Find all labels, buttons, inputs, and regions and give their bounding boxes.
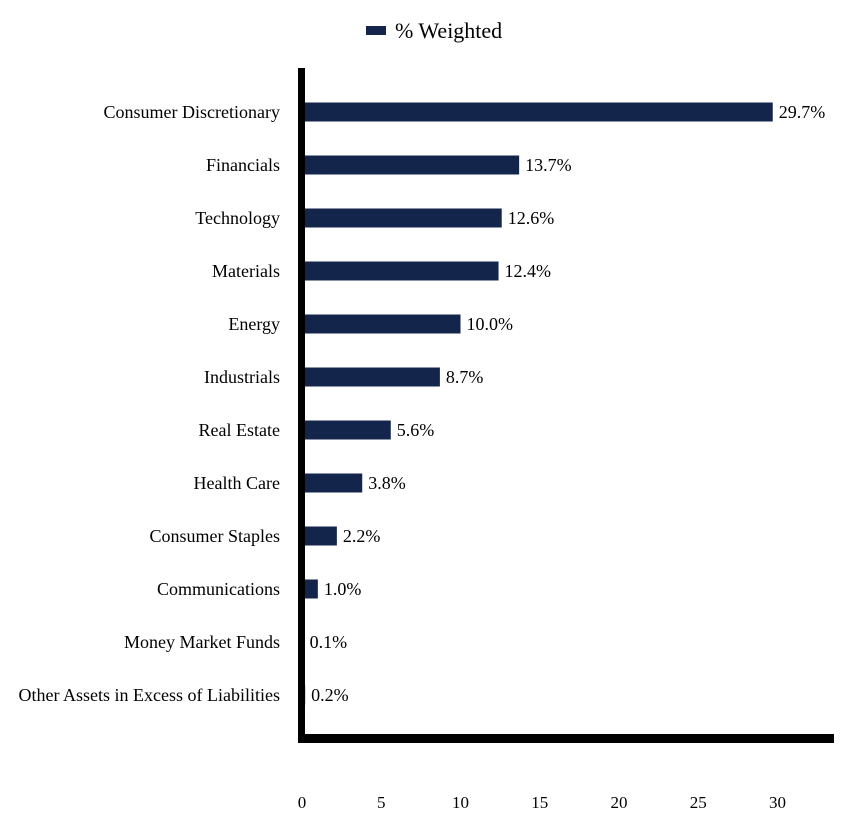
bars [302,102,773,705]
bar [302,208,502,228]
data-label: 2.2% [343,526,381,546]
bar [302,420,391,440]
data-label: 8.7% [446,367,484,387]
x-tick-label: 25 [690,793,707,812]
category-label: Energy [228,314,280,334]
data-label: 0.2% [311,685,349,705]
legend-label: % Weighted [395,18,502,43]
category-label: Money Market Funds [124,632,280,652]
legend-swatch [366,26,386,35]
category-label: Communications [157,579,280,599]
bar [302,314,461,334]
x-tick-label: 5 [377,793,386,812]
category-label: Technology [195,208,280,228]
category-label: Other Assets in Excess of Liabilities [19,685,280,705]
x-tick-label: 30 [769,793,786,812]
data-label: 10.0% [467,314,514,334]
category-label: Financials [206,155,280,175]
category-label: Consumer Discretionary [104,102,280,122]
x-tick-label: 10 [452,793,469,812]
x-tick-label: 20 [611,793,628,812]
data-label: 12.4% [505,261,552,281]
bar [302,579,318,599]
bar [302,102,773,122]
x-tick-label: 15 [531,793,548,812]
data-label: 13.7% [525,155,572,175]
data-label: 29.7% [779,102,826,122]
category-label: Materials [212,261,280,281]
category-label: Consumer Staples [150,526,281,546]
data-labels: 29.7% 13.7% 12.6% 12.4% 10.0% 8.7% 5.6% 3.8% 2.2… [310,102,826,705]
bar [302,367,440,387]
bar [302,155,520,175]
category-label: Health Care [194,473,280,493]
data-label: 0.1% [310,632,348,652]
category-labels: Consumer Discretionary Financials Technolo… [19,102,280,705]
bar [302,473,363,493]
bar [302,261,499,281]
category-label: Industrials [204,367,280,387]
legend: % Weighted [366,18,502,43]
axes [298,68,834,743]
x-tick-label: 0 [298,793,307,812]
bar [302,526,337,546]
data-label: 5.6% [397,420,435,440]
data-label: 12.6% [508,208,554,228]
data-label: 1.0% [324,579,362,599]
category-label: Real Estate [199,420,280,440]
x-tick-labels: 0 5 10 15 20 25 30 [298,793,786,812]
data-label: 3.8% [368,473,406,493]
